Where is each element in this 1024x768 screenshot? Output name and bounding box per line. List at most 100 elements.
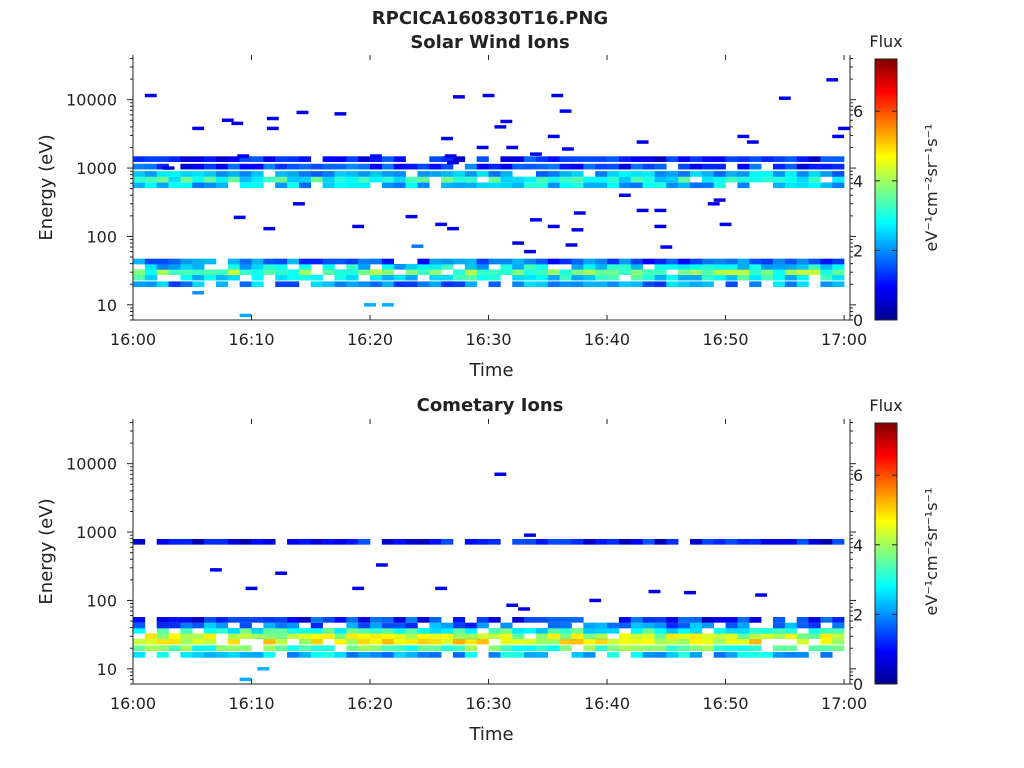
heatmap-cell xyxy=(535,182,549,189)
colorbar-tick-label: 2 xyxy=(853,241,863,260)
heatmap-cell xyxy=(429,538,442,545)
heatmap-cell xyxy=(476,263,489,270)
heatmap-cell xyxy=(690,627,703,634)
heatmap-cell xyxy=(310,163,323,170)
heatmap-cell xyxy=(512,617,525,623)
heatmap-cell xyxy=(784,622,797,629)
heatmap-cell xyxy=(192,617,205,623)
heatmap-cell xyxy=(808,171,821,177)
heatmap-cell xyxy=(452,633,466,640)
heatmap-cell xyxy=(215,171,229,177)
heatmap-cell xyxy=(441,263,454,270)
heatmap-cell xyxy=(346,171,359,177)
heatmap-cell xyxy=(642,617,655,623)
heatmap-cell xyxy=(192,281,205,288)
heatmap-cell xyxy=(239,176,252,183)
heatmap-cell xyxy=(583,538,596,545)
heatmap-cell xyxy=(725,652,738,658)
colorbar-tick-label: 2 xyxy=(853,605,863,624)
heatmap-point xyxy=(573,211,586,215)
heatmap-cell xyxy=(133,258,146,265)
heatmap-point xyxy=(239,313,252,318)
heatmap-cell xyxy=(381,171,395,177)
heatmap-cell xyxy=(192,171,205,177)
heatmap-cell xyxy=(215,163,229,170)
heatmap-cell xyxy=(737,645,750,652)
heatmap-cell xyxy=(429,645,442,652)
heatmap-cell xyxy=(429,617,442,623)
heatmap-cell xyxy=(275,622,288,629)
heatmap-cell xyxy=(429,171,442,177)
heatmap-cell xyxy=(642,269,655,276)
heatmap-cell xyxy=(784,171,797,177)
heatmap-cell xyxy=(725,269,738,276)
heatmap-cell xyxy=(701,176,715,183)
heatmap-cell xyxy=(393,622,406,629)
heatmap-point xyxy=(713,198,726,202)
heatmap-point xyxy=(547,224,560,229)
heatmap-cell xyxy=(535,176,549,183)
heatmap-cell xyxy=(192,274,205,281)
heatmap-cell xyxy=(441,627,454,634)
heatmap-cell xyxy=(287,645,300,652)
heatmap-cell xyxy=(725,633,738,640)
heatmap-cell xyxy=(666,645,679,652)
heatmap-cell xyxy=(370,163,383,170)
heatmap-cell xyxy=(488,258,501,265)
heatmap-cell xyxy=(168,622,181,629)
heatmap-cell xyxy=(405,163,418,170)
heatmap-cell xyxy=(571,617,584,623)
heatmap-cell xyxy=(215,538,229,545)
heatmap-cell xyxy=(358,171,371,177)
heatmap-cell xyxy=(405,633,418,640)
heatmap-cell xyxy=(346,281,359,288)
heatmap-cell xyxy=(358,182,371,189)
heatmap-cell xyxy=(251,176,264,183)
heatmap-cell xyxy=(796,622,809,629)
heatmap-cell xyxy=(772,538,786,545)
heatmap-cell xyxy=(701,617,715,623)
heatmap-cell xyxy=(239,622,252,629)
heatmap-cell xyxy=(156,182,169,189)
heatmap-cell xyxy=(239,156,252,162)
heatmap-point xyxy=(755,593,768,597)
heatmap-cell xyxy=(618,171,632,177)
heatmap-cell xyxy=(393,645,406,652)
heatmap-cell xyxy=(725,171,738,177)
heatmap-cell xyxy=(796,176,809,183)
heatmap-point xyxy=(237,154,250,158)
heatmap-cell xyxy=(476,633,489,640)
heatmap-cell xyxy=(784,163,797,170)
heatmap-cell xyxy=(595,638,608,645)
heatmap-cell xyxy=(595,163,608,170)
heatmap-cell xyxy=(654,274,667,281)
heatmap-cell xyxy=(678,652,691,658)
heatmap-cell xyxy=(832,622,845,629)
heatmap-cell xyxy=(227,638,240,645)
heatmap-cell xyxy=(381,274,395,281)
heatmap-cell xyxy=(227,652,240,658)
heatmap-cell xyxy=(204,156,217,162)
heatmap-cell xyxy=(227,171,240,177)
heatmap-cell xyxy=(464,622,477,629)
heatmap-cell xyxy=(678,274,691,281)
heatmap-cell xyxy=(322,176,335,183)
heatmap-cell xyxy=(547,538,560,545)
heatmap-cell xyxy=(381,645,395,652)
heatmap-cell xyxy=(168,182,181,189)
heatmap-point xyxy=(737,134,750,139)
heatmap-cell xyxy=(275,617,288,623)
heatmap-cell xyxy=(263,627,276,634)
heatmap-cell xyxy=(725,622,738,629)
heatmap-cell xyxy=(393,263,406,270)
heatmap-cell xyxy=(607,171,620,177)
heatmap-cell xyxy=(654,627,667,634)
heatmap-cell xyxy=(464,627,477,634)
heatmap-cell xyxy=(310,622,323,629)
x-tick-label: 17:00 xyxy=(821,694,867,713)
colorbar xyxy=(874,422,898,685)
heatmap-cell xyxy=(381,652,395,658)
x-tick-label: 16:20 xyxy=(347,694,393,713)
heatmap-cell xyxy=(156,638,169,645)
heatmap-cell xyxy=(287,617,300,623)
